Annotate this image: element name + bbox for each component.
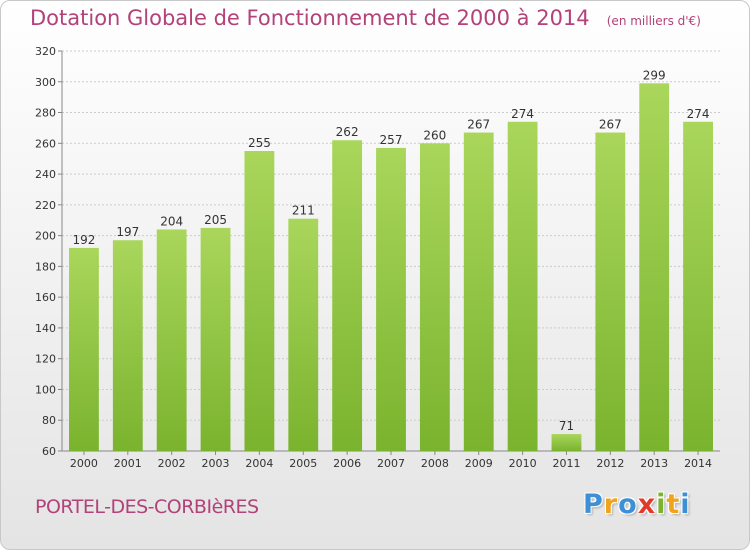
bar-2000 bbox=[69, 247, 99, 451]
bar-2001 bbox=[112, 240, 143, 451]
bar-2010 bbox=[507, 121, 538, 452]
data-label-2008: 260 bbox=[423, 128, 446, 142]
logo-letter: P bbox=[583, 489, 604, 520]
y-tick-label: 280 bbox=[35, 107, 56, 120]
bar-2009 bbox=[463, 132, 494, 452]
logo-letter: x bbox=[637, 489, 657, 520]
y-tick-label: 160 bbox=[35, 291, 56, 304]
x-tick-label-2001: 2001 bbox=[114, 457, 142, 470]
bar-2006 bbox=[332, 140, 363, 451]
x-tick-label-2010: 2010 bbox=[509, 457, 537, 470]
bar-2008 bbox=[419, 143, 450, 452]
bar-2004 bbox=[244, 151, 275, 451]
x-tick-label-2003: 2003 bbox=[202, 457, 230, 470]
bar-2014 bbox=[683, 121, 713, 452]
logo-letter: t bbox=[666, 489, 681, 520]
y-tick-label: 320 bbox=[35, 45, 56, 58]
data-label-2007: 257 bbox=[380, 133, 403, 147]
data-label-2012: 267 bbox=[599, 118, 622, 132]
chart-title: Dotation Globale de Fonctionnement de 20… bbox=[30, 6, 590, 30]
bar-2002 bbox=[156, 229, 187, 451]
y-tick-label: 60 bbox=[42, 445, 56, 458]
x-tick-label-2006: 2006 bbox=[333, 457, 361, 470]
y-tick-label: 240 bbox=[35, 168, 56, 181]
logo-letter: i bbox=[656, 489, 667, 520]
bar-2007 bbox=[376, 147, 406, 451]
x-tick-label-2000: 2000 bbox=[70, 457, 98, 470]
chart-subtitle: (en milliers d'€) bbox=[606, 14, 701, 28]
data-label-2005: 211 bbox=[292, 204, 315, 218]
proxiti-logo: Proxiti bbox=[583, 489, 691, 520]
x-tick-label-2002: 2002 bbox=[158, 457, 186, 470]
data-label-2000: 192 bbox=[72, 233, 95, 247]
y-tick-label: 220 bbox=[35, 199, 56, 212]
x-tick-label-2004: 2004 bbox=[245, 457, 273, 470]
data-label-2006: 262 bbox=[336, 125, 359, 139]
data-label-2011: 71 bbox=[559, 419, 574, 433]
x-tick-label-2014: 2014 bbox=[684, 457, 712, 470]
x-tick-label-2012: 2012 bbox=[596, 457, 624, 470]
x-tick-label-2009: 2009 bbox=[465, 457, 493, 470]
y-tick-label: 120 bbox=[35, 353, 56, 366]
y-tick-label: 300 bbox=[35, 76, 56, 89]
data-label-2001: 197 bbox=[116, 225, 139, 239]
bar-2005 bbox=[288, 218, 319, 451]
x-tick-label-2013: 2013 bbox=[640, 457, 668, 470]
data-label-2010: 274 bbox=[511, 107, 534, 121]
commune-name: PORTEL-DES-CORBIèRES bbox=[35, 496, 259, 518]
bar-2013 bbox=[639, 83, 670, 452]
bar-2003 bbox=[200, 227, 231, 451]
data-label-2004: 255 bbox=[248, 136, 271, 150]
data-label-2013: 299 bbox=[643, 68, 666, 82]
x-tick-label-2005: 2005 bbox=[289, 457, 317, 470]
data-label-2002: 204 bbox=[160, 214, 183, 228]
x-tick-label-2007: 2007 bbox=[377, 457, 405, 470]
y-tick-label: 80 bbox=[42, 414, 56, 427]
y-tick-label: 140 bbox=[35, 322, 56, 335]
bar-2012 bbox=[595, 132, 626, 452]
logo-letter: o bbox=[618, 489, 638, 520]
bar-2011 bbox=[551, 434, 582, 451]
logo-letter: i bbox=[680, 489, 691, 520]
y-tick-label: 260 bbox=[35, 137, 56, 150]
y-tick-label: 200 bbox=[35, 230, 56, 243]
logo-letter: r bbox=[603, 489, 619, 520]
y-tick-label: 100 bbox=[35, 383, 56, 396]
data-label-2009: 267 bbox=[467, 118, 490, 132]
y-tick-label: 180 bbox=[35, 260, 56, 273]
data-label-2003: 205 bbox=[204, 213, 227, 227]
x-tick-label-2008: 2008 bbox=[421, 457, 449, 470]
x-tick-label-2011: 2011 bbox=[552, 457, 580, 470]
data-label-2014: 274 bbox=[687, 107, 710, 121]
title-row: Dotation Globale de Fonctionnement de 20… bbox=[30, 6, 701, 30]
